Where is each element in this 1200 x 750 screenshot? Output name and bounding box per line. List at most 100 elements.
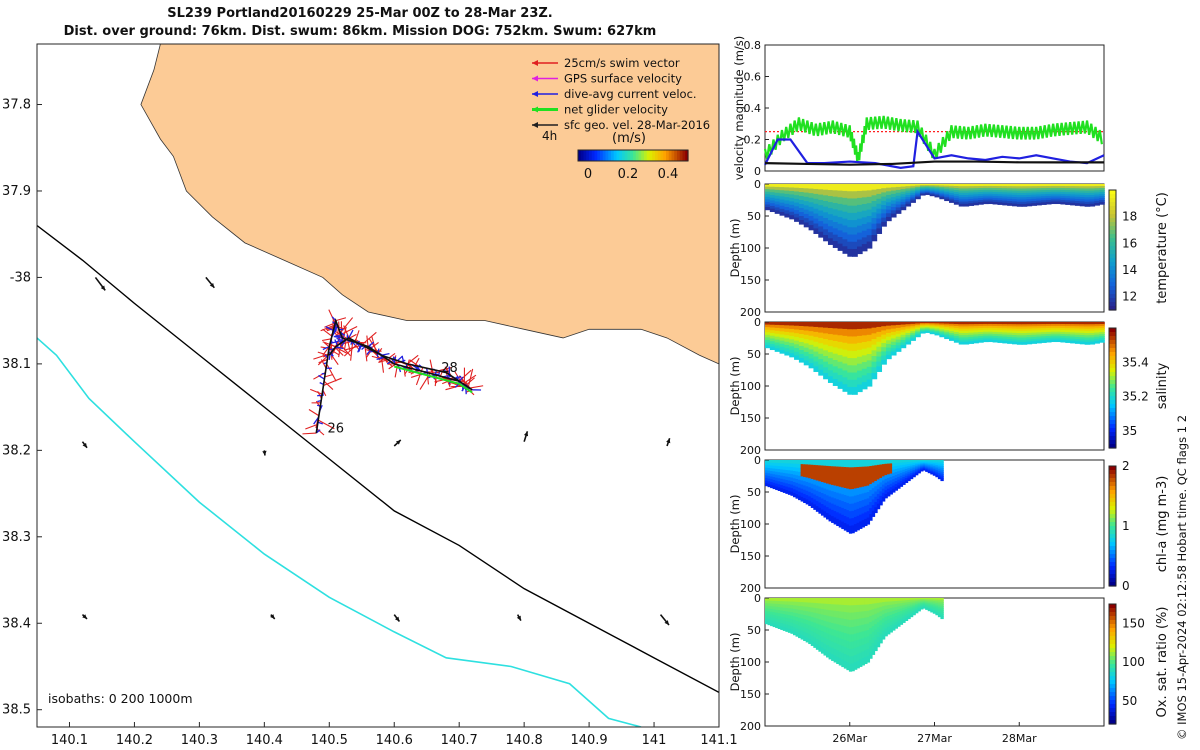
depth-cell	[813, 602, 817, 609]
depth-cell	[832, 372, 839, 380]
depth-cell	[848, 474, 853, 483]
depth-cell	[838, 604, 843, 612]
depth-cell	[782, 614, 787, 618]
depth-cell	[1045, 187, 1052, 191]
day-label: 26	[328, 422, 345, 437]
depth-cell	[1074, 332, 1081, 336]
depth-cell	[857, 232, 863, 241]
depth-cell	[820, 493, 825, 500]
depth-cell	[1036, 330, 1042, 333]
depth-cell	[884, 463, 888, 469]
depth-cell	[782, 598, 787, 602]
depth-cell	[808, 469, 812, 475]
depth-cell	[958, 192, 965, 196]
depth-cell	[827, 208, 834, 215]
depth-cell	[808, 629, 812, 635]
depth-cell	[1094, 324, 1100, 327]
depth-cell	[857, 363, 863, 372]
depth-cell	[1011, 337, 1018, 340]
depth-cell	[874, 629, 878, 636]
depth-cell	[856, 632, 860, 641]
depth-cell	[841, 480, 845, 488]
depth-cell	[787, 628, 792, 633]
depth-cell	[843, 647, 848, 655]
depth-cell	[1050, 329, 1057, 333]
depth-cell	[832, 328, 839, 336]
depth-cell	[869, 628, 873, 635]
depth-cell	[892, 614, 896, 618]
depth-cell	[852, 184, 858, 192]
depth-cell	[795, 609, 799, 614]
depth-cell	[851, 605, 855, 614]
depth-cell	[973, 336, 979, 340]
depth-cell	[1050, 189, 1057, 193]
depth-cell	[892, 623, 896, 628]
depth-cell	[869, 460, 873, 467]
depth-cell	[915, 332, 921, 335]
depth-cell	[944, 198, 950, 202]
depth-cell	[861, 224, 868, 232]
depth-cell	[1089, 201, 1096, 205]
depth-cell	[798, 479, 802, 485]
depth-cell	[953, 184, 960, 187]
depth-cell	[934, 187, 941, 190]
depth-cell	[922, 599, 926, 601]
depth-cell	[779, 325, 786, 329]
depth-cell	[899, 605, 904, 610]
depth-cell	[810, 598, 815, 604]
depth-cell	[853, 502, 858, 511]
depth-cell	[968, 203, 975, 206]
depth-cell	[808, 184, 815, 190]
depth-cell	[876, 460, 881, 466]
depth-cell	[958, 184, 965, 187]
depth-cell	[765, 184, 771, 188]
depth-cell	[925, 460, 929, 462]
depth-cell	[968, 326, 975, 329]
depth-cell	[876, 228, 883, 234]
depth-cell	[944, 331, 950, 335]
depth-cell	[827, 358, 834, 365]
depth-cell	[1060, 325, 1067, 329]
depth-cell	[833, 466, 837, 474]
depth-cell	[818, 640, 822, 647]
depth-cell	[859, 632, 863, 640]
depth-cell	[939, 185, 945, 188]
depth-cell	[859, 652, 863, 661]
depth-cell	[869, 490, 873, 497]
depth-cell	[836, 479, 840, 487]
colorbar-cell	[1109, 542, 1116, 547]
depth-cell	[852, 220, 858, 228]
depth-cell	[859, 500, 863, 509]
depth-cell	[1041, 198, 1047, 201]
depth-cell	[808, 473, 812, 479]
depth-cell	[789, 342, 795, 347]
depth-cell	[775, 483, 779, 488]
depth-cell	[780, 604, 784, 609]
depth-cell	[859, 466, 863, 475]
depth-cell	[842, 370, 849, 378]
depth-cell	[922, 602, 926, 604]
depth-cell	[832, 196, 839, 204]
depth-cell	[782, 472, 787, 477]
depth-cell	[803, 464, 807, 470]
depth-cell	[1070, 192, 1076, 195]
depth-cell	[846, 474, 850, 483]
depth-cell	[963, 184, 970, 187]
depth-cell	[777, 484, 782, 488]
depth-cell	[794, 217, 800, 222]
depth-cell	[1050, 185, 1057, 189]
depth-cell	[949, 185, 955, 189]
depth-cell	[1041, 332, 1047, 335]
depth-cell	[925, 462, 929, 464]
depth-cell	[897, 612, 901, 616]
depth-cell	[1011, 197, 1018, 200]
depth-cell	[789, 349, 795, 354]
depth-cell	[1026, 328, 1033, 332]
depth-cell	[803, 460, 807, 465]
colorbar-cell	[1109, 498, 1116, 503]
depth-cell	[826, 483, 830, 491]
depth-cell	[997, 184, 1004, 187]
depth-cell	[997, 326, 1004, 329]
depth-cell	[925, 604, 929, 607]
depth-cell	[895, 192, 902, 197]
